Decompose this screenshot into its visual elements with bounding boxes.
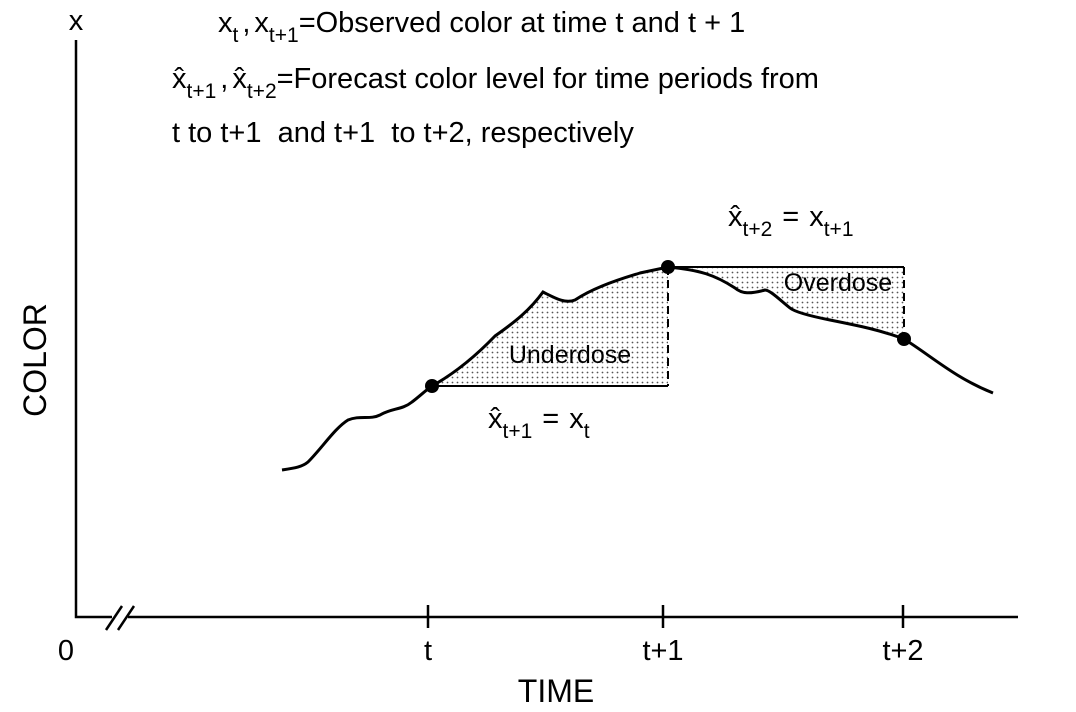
symbol: x̂: [232, 63, 247, 95]
definition: =Observed color at time t and t + 1: [299, 7, 746, 39]
underdose-area: [432, 267, 668, 386]
symbol: x: [254, 7, 269, 39]
legend-continuation: t to t+1 and t+1 to t+2, respectively: [172, 117, 634, 149]
subscript: t+2: [247, 80, 277, 103]
symbol: x̂: [488, 403, 503, 435]
equation: x̂t+1 = xt: [488, 403, 590, 443]
symbol: x: [218, 7, 233, 39]
origin-label: 0: [58, 635, 74, 667]
x-tick-label: t+2: [882, 635, 923, 667]
y-symbol: x: [69, 5, 84, 37]
equals: =: [782, 201, 799, 233]
axis-break: [116, 605, 136, 631]
overdose-label: Overdose: [784, 269, 892, 297]
observed-point: [661, 260, 675, 274]
x-axis-label: TIME: [518, 673, 594, 709]
subscript: t: [233, 24, 239, 47]
subscript: t+1: [503, 420, 533, 443]
equals: =: [542, 403, 559, 435]
x-tick-label: t+1: [642, 635, 683, 667]
subscript: t+1: [269, 24, 299, 47]
subscript: t+1: [824, 218, 854, 241]
observed-point: [425, 379, 439, 393]
axis-break: [104, 605, 124, 631]
equation: x̂t+2 = xt+1: [728, 201, 854, 241]
definition: =Forecast color level for time periods f…: [277, 63, 819, 95]
legend-line: xt, xt+1=Observed color at time t and t +…: [218, 7, 745, 47]
separator: ,: [242, 7, 250, 39]
symbol: x: [569, 403, 584, 435]
symbol: x: [809, 201, 824, 233]
y-axis-label: COLOR: [17, 303, 53, 417]
symbol: x̂: [728, 201, 743, 233]
underdose-label: Underdose: [509, 341, 631, 369]
observed-curve: [281, 265, 994, 472]
x-tick-label: t: [424, 635, 432, 667]
subscript: t+1: [187, 80, 217, 103]
y-axis: [74, 40, 112, 619]
legend-line: x̂t+1, x̂t+2=Forecast color level for tim…: [172, 63, 819, 103]
symbol: x̂: [172, 63, 187, 95]
observed-point: [897, 332, 911, 346]
subscript: t: [584, 420, 590, 443]
separator: ,: [220, 63, 228, 95]
subscript: t+2: [743, 218, 773, 241]
